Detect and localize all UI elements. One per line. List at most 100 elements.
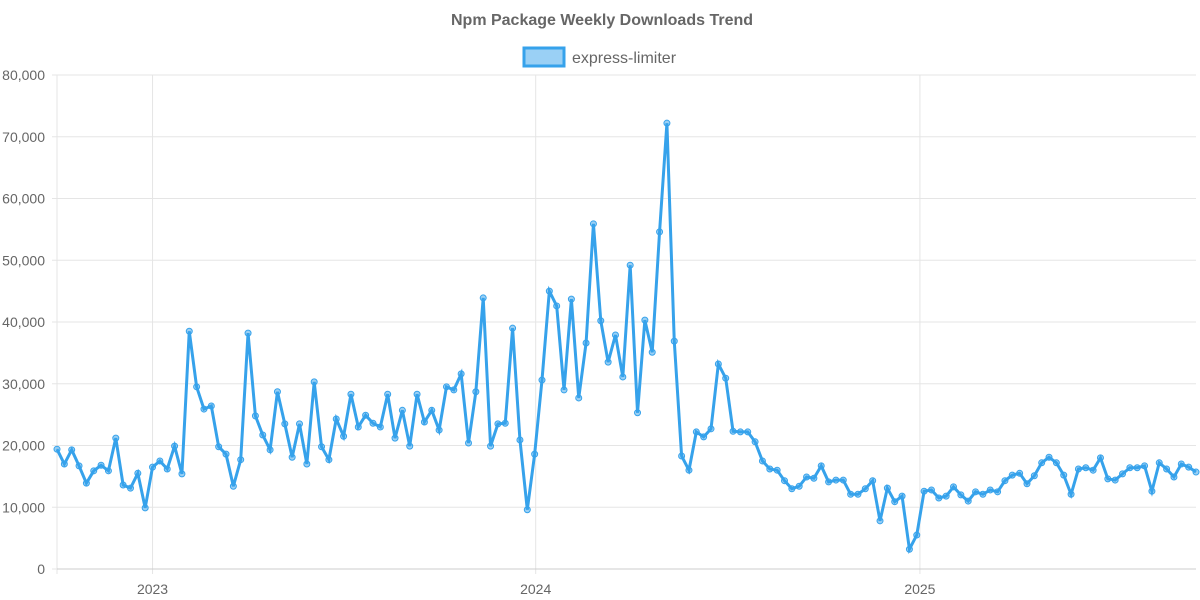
data-point	[744, 428, 752, 436]
data-point	[266, 446, 274, 454]
x-tick-label: 2023	[137, 581, 168, 597]
data-point	[428, 406, 436, 414]
data-point	[780, 477, 788, 485]
data-point	[597, 317, 605, 325]
data-point	[215, 443, 223, 451]
data-point	[869, 477, 877, 485]
data-point	[465, 439, 473, 447]
data-point	[156, 457, 164, 465]
data-point	[714, 360, 722, 368]
data-point	[310, 378, 318, 386]
data-point	[1192, 468, 1200, 476]
data-point	[200, 405, 208, 413]
data-point	[229, 482, 237, 490]
data-point	[957, 491, 965, 499]
data-point	[303, 460, 311, 468]
data-point	[773, 466, 781, 474]
data-point	[927, 486, 935, 494]
data-point	[700, 433, 708, 441]
data-point	[1148, 487, 1156, 495]
data-point	[641, 316, 649, 324]
data-point	[854, 490, 862, 498]
data-point	[810, 474, 818, 482]
y-tick-label: 50,000	[2, 252, 45, 268]
data-point	[185, 327, 193, 335]
data-point	[1089, 466, 1097, 474]
data-point	[222, 450, 230, 458]
data-point	[678, 452, 686, 460]
data-point	[332, 415, 340, 423]
data-point	[1126, 464, 1134, 472]
legend[interactable]: express-limiter	[522, 46, 677, 68]
data-point	[1016, 469, 1024, 477]
data-point	[53, 445, 61, 453]
data-point	[347, 390, 355, 398]
data-point	[134, 469, 142, 477]
y-tick-label: 30,000	[2, 376, 45, 392]
data-point	[634, 409, 642, 417]
data-point	[413, 390, 421, 398]
data-point	[325, 456, 333, 464]
data-point	[1030, 472, 1038, 480]
data-point	[362, 411, 370, 419]
data-point	[1001, 477, 1009, 485]
data-point	[391, 434, 399, 442]
data-point	[1052, 459, 1060, 467]
data-point	[935, 494, 943, 502]
data-point	[90, 467, 98, 475]
data-point	[950, 483, 958, 491]
data-point	[979, 490, 987, 498]
data-point	[648, 348, 656, 356]
data-point	[707, 425, 715, 433]
x-axis: 2023 2024 2025	[56, 75, 1196, 597]
data-point	[567, 295, 575, 303]
data-point	[575, 394, 583, 402]
data-point	[891, 498, 899, 506]
plot-area	[53, 119, 1200, 555]
x-tick-label: 2025	[904, 581, 935, 597]
data-point	[68, 446, 76, 454]
data-point	[97, 461, 105, 469]
data-point	[384, 390, 392, 398]
data-point	[1104, 475, 1112, 483]
data-point	[141, 504, 149, 512]
data-point	[1111, 476, 1119, 484]
data-point	[972, 488, 980, 496]
data-point	[523, 506, 531, 514]
y-axis: 0 10,000 20,000 30,000 40,000 50,000 60,000 70,…	[2, 67, 1196, 577]
data-point	[920, 487, 928, 495]
data-point	[420, 418, 428, 426]
data-point	[516, 436, 524, 444]
data-point	[207, 402, 215, 410]
data-point	[60, 460, 68, 468]
data-point	[457, 370, 465, 378]
data-point	[1141, 462, 1149, 470]
data-point	[273, 388, 281, 396]
data-point	[171, 442, 179, 450]
data-point	[685, 466, 693, 474]
y-tick-label: 10,000	[2, 499, 45, 515]
data-point	[163, 465, 171, 473]
data-point	[354, 423, 362, 431]
data-point	[1038, 459, 1046, 467]
data-point	[295, 420, 303, 428]
data-point	[82, 479, 90, 487]
legend-label[interactable]: express-limiter	[572, 50, 677, 67]
data-point	[435, 426, 443, 434]
data-point	[839, 476, 847, 484]
data-point	[803, 473, 811, 481]
data-point	[318, 443, 326, 451]
chart-title: Npm Package Weekly Downloads Trend	[451, 12, 753, 29]
data-point	[1185, 463, 1193, 471]
data-point	[126, 484, 134, 492]
data-point	[589, 220, 597, 228]
data-point	[766, 465, 774, 473]
data-point	[825, 478, 833, 486]
data-point	[1133, 464, 1141, 472]
legend-swatch[interactable]	[522, 46, 566, 68]
data-point	[883, 484, 891, 492]
data-point	[604, 358, 612, 366]
data-point	[494, 420, 502, 428]
data-point	[479, 294, 487, 302]
data-point	[531, 450, 539, 458]
